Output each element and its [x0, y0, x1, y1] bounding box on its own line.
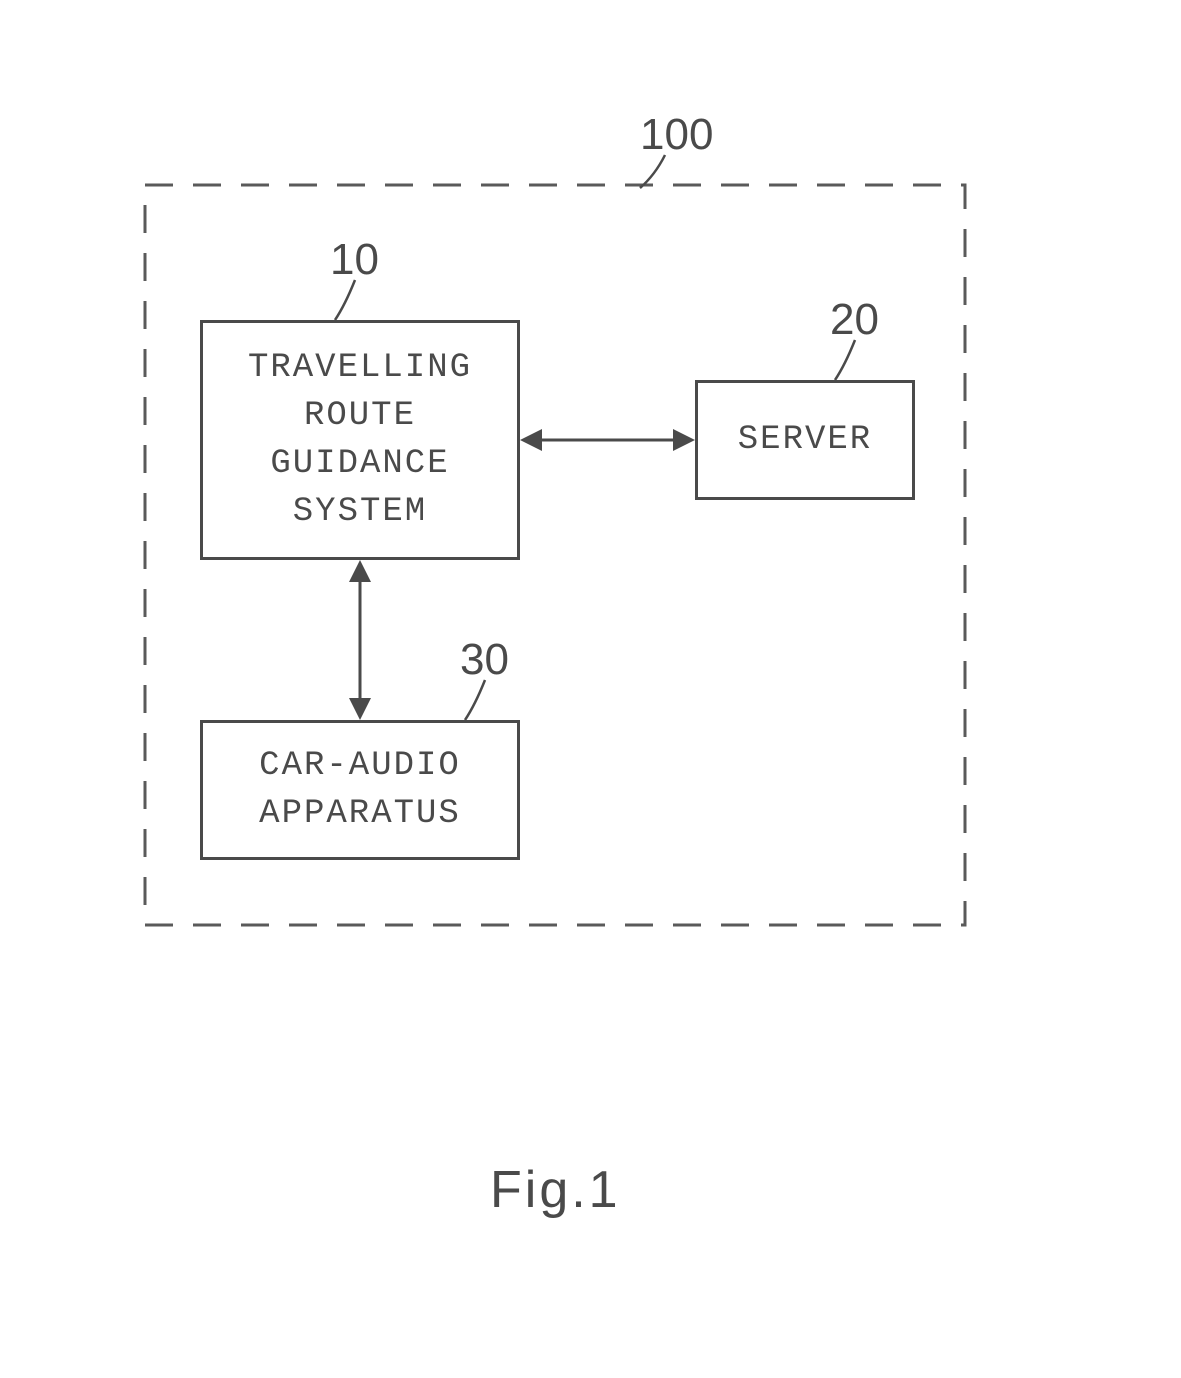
arrow-system-server: [520, 429, 695, 451]
arrow-system-audio: [349, 560, 371, 720]
ref-tail-30: [465, 680, 485, 720]
server-box: SERVER: [695, 380, 915, 500]
ref-label-20: 20: [830, 295, 879, 345]
audio-box: CAR-AUDIO APPARATUS: [200, 720, 520, 860]
ref-tail-20: [835, 340, 855, 380]
ref-tail-10: [335, 280, 355, 320]
system-label: TRAVELLING ROUTE GUIDANCE SYSTEM: [248, 344, 472, 536]
server-label: SERVER: [738, 416, 872, 464]
ref-label-100: 100: [640, 110, 713, 160]
ref-label-10: 10: [330, 235, 379, 285]
ref-label-30: 30: [460, 635, 509, 685]
system-box: TRAVELLING ROUTE GUIDANCE SYSTEM: [200, 320, 520, 560]
figure-caption: Fig.1: [490, 1160, 621, 1220]
audio-label: CAR-AUDIO APPARATUS: [259, 742, 461, 838]
